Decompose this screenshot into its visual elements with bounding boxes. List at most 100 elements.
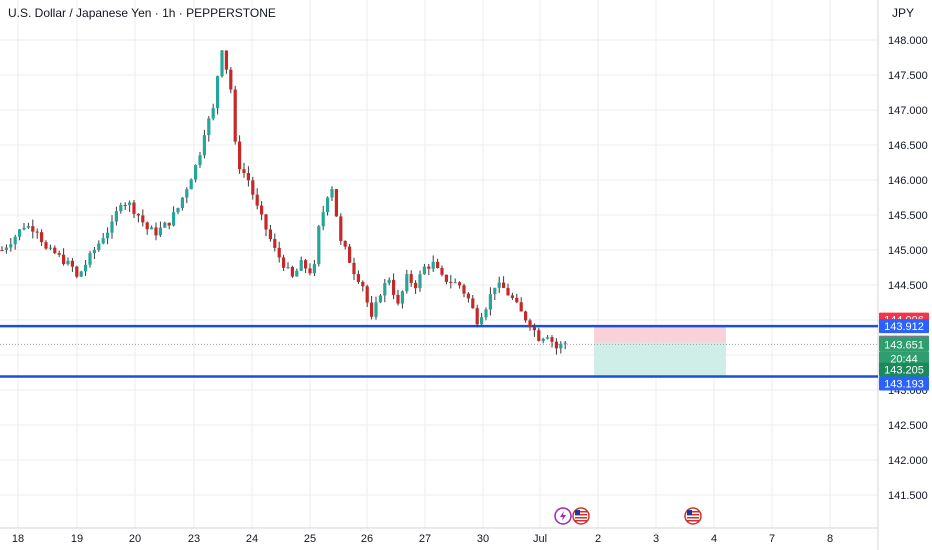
candle-body [414,282,418,289]
candle-body [0,250,4,251]
x-tick-label: 2 [595,533,601,545]
candle-body [506,287,510,296]
candle-body [321,212,325,227]
y-tick-label: 141.500 [888,490,928,502]
candle-body [387,279,391,284]
x-tick-label: Jul [533,533,547,545]
currency-label[interactable]: JPY [892,6,915,20]
x-tick-label: 8 [827,533,833,545]
candle-body [92,250,96,254]
candle-body [339,216,343,241]
lightning-glyph [560,511,566,521]
candle-body [510,295,514,298]
candle-body [132,202,136,214]
candle-body [554,341,558,349]
price-label-badge [879,362,929,377]
candle-body [436,261,440,268]
candle-body [449,281,453,283]
candle-body [488,294,492,310]
candle-body [392,279,396,295]
price-label-text: 143.193 [884,378,924,390]
candle-body [31,226,35,232]
candle-body [396,294,400,304]
candle-body [246,173,250,181]
candle-body [312,264,316,274]
x-tick-label: 7 [769,533,775,545]
candle-body [462,285,466,294]
candle-body [317,226,321,265]
candle-body [264,214,268,230]
flag-canton [575,510,580,515]
price-label-badge [879,351,929,366]
y-tick-label: 144.500 [888,280,928,292]
candle-body [515,297,519,303]
candle-body [145,222,149,230]
x-tick-label: 4 [711,533,717,545]
candle-body [18,229,22,237]
candle-body [480,317,484,325]
candle-body [431,261,435,269]
candle-body [493,287,497,295]
candle-body [70,260,74,267]
candle-body [304,260,308,269]
candle-body [224,50,228,70]
candle-body [546,337,550,339]
y-tick-label: 147.000 [888,105,928,117]
price-label-text: 143.651 [884,339,924,351]
candle-body [233,89,237,142]
x-tick-label: 18 [12,533,24,545]
candle-body [537,330,541,341]
candle-body [290,266,294,277]
candle-body [277,247,281,258]
candle-body [502,282,506,288]
candle-body [378,295,382,303]
candle-body [255,194,259,206]
candle-body [519,302,523,312]
candle-body [260,205,264,215]
candle-body [66,260,70,265]
x-tick-label: 24 [246,533,258,545]
candle-body [238,141,242,170]
candle-body [13,236,17,245]
x-tick-label: 25 [304,533,316,545]
candle-body [114,211,118,222]
candle-body [62,254,66,265]
y-tick-label: 142.500 [888,420,928,432]
candle-body [119,204,123,212]
candle-body [352,262,356,275]
candle-body [88,253,92,265]
candle-body [330,189,334,198]
y-tick-label: 145.000 [888,245,928,257]
price-label-text: 143.205 [884,365,924,377]
flag-canton [687,510,692,515]
candle-body [202,135,206,156]
price-label-badge [879,337,929,352]
candle-body [185,189,189,198]
candle-body [541,338,545,341]
candle-body [150,227,154,230]
y-tick-label: 146.000 [888,175,928,187]
candle-body [22,227,26,230]
candle-body [484,309,488,318]
candle-body [466,293,470,299]
flag-stripe [575,520,587,522]
candle-body [136,213,140,216]
price-label-badge [879,319,929,334]
candle-body [176,208,180,213]
price-label-text: 143.912 [884,321,924,333]
y-tick-label: 142.000 [888,455,928,467]
candle-body [4,247,8,251]
candle-body [524,311,528,321]
candle-body [418,274,422,289]
y-tick-label: 147.500 [888,70,928,82]
candle-body [471,298,475,309]
x-tick-label: 27 [419,533,431,545]
candle-body [163,222,167,228]
x-tick-label: 30 [477,533,489,545]
candle-body [48,247,52,249]
candle-body [383,283,387,296]
candle-body [101,238,105,244]
candle-body [211,108,215,119]
candle-body [84,264,88,272]
